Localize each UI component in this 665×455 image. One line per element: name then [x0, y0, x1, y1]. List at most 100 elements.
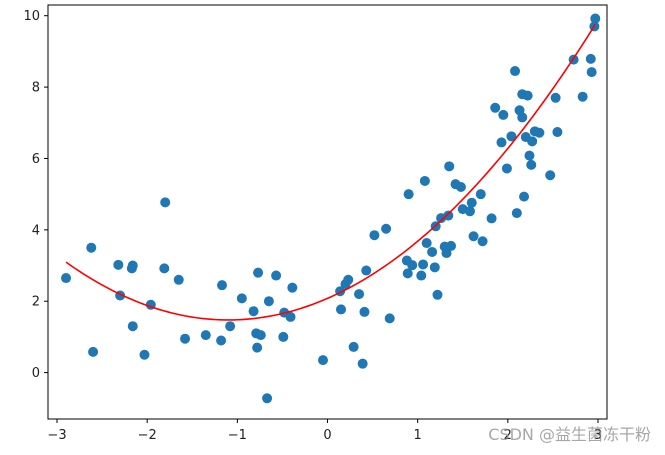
data-point-83	[522, 90, 533, 101]
data-point-61	[446, 240, 457, 251]
data-point-71	[490, 102, 501, 113]
data-point-75	[506, 131, 517, 142]
y-tick-label-4: 8	[32, 81, 40, 96]
data-point-79	[517, 112, 528, 123]
data-point-48	[416, 270, 427, 281]
data-point-65	[464, 206, 475, 217]
data-point-3	[113, 259, 124, 270]
data-point-50	[419, 175, 430, 186]
data-point-59	[443, 210, 454, 221]
data-point-15	[217, 280, 228, 291]
data-point-90	[550, 92, 561, 103]
data-point-8	[139, 349, 150, 360]
data-point-69	[477, 236, 488, 247]
data-point-22	[253, 267, 264, 278]
x-tick-label-2: −1	[228, 428, 247, 443]
data-point-81	[519, 191, 530, 202]
data-point-86	[527, 136, 538, 147]
data-point-16	[216, 335, 227, 346]
plot-frame	[47, 4, 608, 420]
data-point-17	[225, 321, 236, 332]
data-point-2	[88, 346, 99, 357]
data-point-30	[287, 282, 298, 293]
data-point-6	[127, 260, 138, 271]
data-point-23	[255, 330, 266, 341]
data-point-58	[441, 248, 452, 259]
data-point-40	[361, 265, 372, 276]
data-point-66	[466, 197, 477, 208]
data-point-84	[524, 150, 535, 161]
data-point-91	[552, 127, 563, 138]
data-point-85	[526, 159, 537, 170]
data-point-43	[384, 313, 395, 324]
x-tick-label-5: 2	[504, 428, 512, 443]
data-point-47	[407, 260, 418, 271]
data-point-21	[252, 342, 263, 353]
data-point-33	[336, 304, 347, 315]
y-tick-label-5: 10	[23, 9, 40, 24]
data-point-60	[444, 161, 455, 172]
data-point-77	[511, 208, 522, 219]
x-tick-label-1: −2	[138, 428, 157, 443]
data-point-46	[403, 189, 414, 200]
data-point-93	[577, 91, 588, 102]
data-point-19	[248, 306, 259, 317]
data-point-94	[585, 53, 596, 64]
scatter-points	[61, 13, 601, 404]
y-tick-label-2: 4	[32, 223, 40, 238]
data-point-26	[271, 270, 282, 281]
data-point-29	[285, 311, 296, 322]
data-point-55	[432, 289, 443, 300]
y-tick-label-1: 2	[32, 295, 40, 310]
x-tick-label-4: 1	[414, 428, 422, 443]
data-point-67	[468, 231, 479, 242]
y-axis-ticks: 0 2 4 6 8 10	[23, 9, 48, 381]
data-point-7	[127, 321, 138, 332]
data-point-24	[262, 393, 273, 404]
data-point-53	[429, 262, 440, 273]
data-point-35	[343, 274, 354, 285]
data-point-97	[590, 13, 601, 24]
data-point-25	[263, 296, 274, 307]
csdn-watermark: CSDN @益生菌冻干粉	[488, 425, 651, 444]
data-point-36	[348, 341, 359, 352]
y-tick-label-3: 6	[32, 152, 40, 167]
x-axis-ticks: −3 −2 −1 0 1 2 3	[47, 419, 602, 443]
data-point-14	[200, 330, 211, 341]
data-point-70	[486, 213, 497, 224]
data-point-95	[586, 67, 597, 78]
data-point-13	[180, 333, 191, 344]
data-point-42	[381, 223, 392, 234]
y-tick-label-0: 0	[32, 366, 40, 381]
data-point-74	[501, 163, 512, 174]
x-tick-label-0: −3	[47, 428, 66, 443]
data-point-39	[359, 306, 370, 317]
data-point-1	[86, 242, 97, 253]
data-point-49	[418, 259, 429, 270]
data-point-27	[278, 331, 289, 342]
fit-curve	[65, 23, 596, 321]
data-point-45	[402, 268, 413, 279]
data-point-10	[160, 197, 171, 208]
data-point-41	[369, 230, 380, 241]
data-point-37	[354, 289, 365, 300]
data-point-72	[496, 137, 507, 148]
data-point-18	[236, 293, 247, 304]
data-point-76	[510, 66, 521, 77]
data-point-31	[317, 355, 328, 366]
data-point-38	[357, 358, 368, 369]
data-point-63	[455, 182, 466, 193]
x-tick-label-6: 3	[594, 428, 602, 443]
data-point-52	[427, 246, 438, 257]
data-point-11	[159, 263, 170, 274]
data-point-68	[475, 189, 486, 200]
data-point-0	[61, 273, 72, 284]
data-point-73	[498, 109, 509, 120]
x-tick-label-3: 0	[323, 428, 331, 443]
data-point-88	[534, 127, 545, 138]
data-point-89	[545, 170, 556, 181]
data-point-51	[421, 238, 432, 249]
data-point-12	[173, 274, 184, 285]
